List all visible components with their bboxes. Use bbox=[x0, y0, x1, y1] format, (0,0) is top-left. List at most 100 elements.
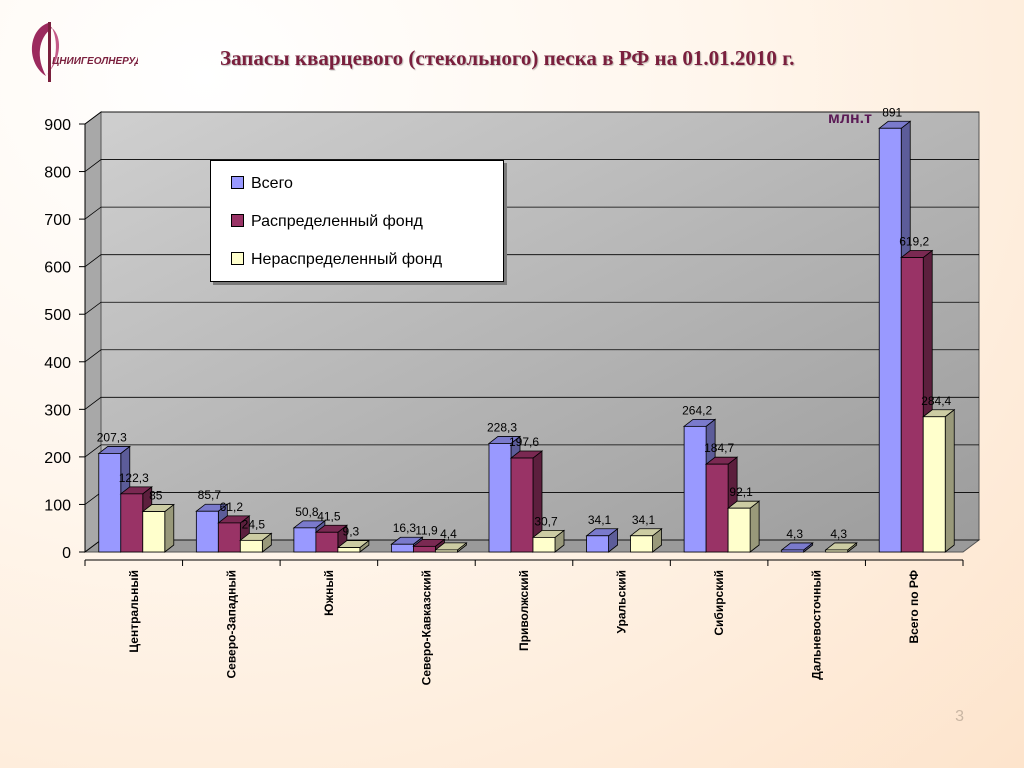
data-label: 34,1 bbox=[632, 513, 656, 527]
data-label: 228,3 bbox=[487, 420, 517, 434]
y-tick-label: 0 bbox=[62, 545, 71, 562]
bar-front bbox=[922, 416, 946, 553]
x-category-label: Центральный bbox=[127, 570, 141, 653]
bar-front bbox=[98, 453, 122, 553]
legend: Всего Распределенный фонд Нераспределенн… bbox=[210, 160, 504, 282]
gridline bbox=[84, 159, 979, 172]
bar-side bbox=[944, 408, 955, 553]
data-label: 207,3 bbox=[97, 430, 127, 444]
bar-front bbox=[630, 535, 653, 553]
y-axis: 0 100 200 300 400 500 600 700 800 900 bbox=[44, 117, 86, 562]
data-label: 85 bbox=[149, 489, 163, 503]
company-logo: ЦНИИГЕОЛНЕРУД bbox=[31, 22, 138, 82]
bar bbox=[726, 500, 761, 553]
legend-swatch-total bbox=[231, 176, 244, 189]
data-label: 122,3 bbox=[119, 471, 149, 485]
data-label: 41,5 bbox=[317, 509, 341, 523]
bar bbox=[336, 539, 371, 553]
logo-emblem bbox=[31, 23, 52, 76]
bar bbox=[824, 542, 858, 553]
bar bbox=[922, 408, 956, 553]
data-label: 16,3 bbox=[393, 521, 417, 535]
y-tick-label: 100 bbox=[44, 497, 71, 514]
gridline bbox=[84, 254, 979, 267]
bar-front bbox=[705, 463, 729, 553]
x-category-label: Уральский bbox=[615, 570, 629, 633]
data-label: 197,6 bbox=[509, 435, 539, 449]
bar-side bbox=[749, 500, 760, 553]
gridline bbox=[84, 349, 979, 363]
legend-item-undistributed: Нераспределенный фонд bbox=[231, 251, 442, 269]
data-label: 30,7 bbox=[534, 514, 558, 528]
bar bbox=[509, 450, 544, 553]
data-label: 50,8 bbox=[295, 505, 319, 519]
x-category-label: Дальневосточный bbox=[810, 570, 824, 680]
slide-title: Запасы кварцевого (стекольного) песка в … bbox=[220, 46, 795, 70]
y-tick-label: 600 bbox=[44, 260, 71, 277]
bar-front bbox=[391, 543, 414, 553]
bar-front bbox=[532, 537, 556, 553]
bar-side bbox=[164, 503, 175, 553]
x-axis: Центральный Северо-Западный Южный Северо-Ка… bbox=[84, 559, 964, 685]
bar bbox=[531, 529, 566, 553]
bar-front bbox=[315, 531, 339, 553]
bar bbox=[217, 515, 251, 553]
gridline bbox=[84, 206, 979, 220]
y-tick-label: 800 bbox=[44, 165, 71, 182]
legend-item-distributed: Распределенный фонд bbox=[231, 213, 423, 231]
bar-front bbox=[413, 545, 436, 553]
data-label: 61,2 bbox=[220, 500, 244, 514]
legend-label-distributed: Распределенный фонд bbox=[251, 213, 423, 230]
x-category-label: Всего по РФ bbox=[907, 570, 921, 644]
unit-label: млн.т bbox=[828, 110, 872, 127]
bar-front bbox=[683, 425, 707, 553]
data-label: 891 bbox=[882, 105, 902, 119]
bar-front bbox=[825, 549, 849, 553]
bar bbox=[780, 542, 814, 553]
legend-label-total: Всего bbox=[251, 175, 293, 192]
y-tick-label: 500 bbox=[44, 307, 71, 324]
bar-front bbox=[337, 547, 361, 553]
bar-front bbox=[510, 457, 534, 553]
y-tick-label: 900 bbox=[44, 117, 71, 134]
x-category-label: Приволжский bbox=[517, 570, 531, 651]
data-label: 92,1 bbox=[729, 485, 753, 499]
y-tick-label: 700 bbox=[44, 212, 71, 229]
gridline bbox=[84, 396, 979, 410]
bars bbox=[97, 120, 956, 553]
data-label: 9,3 bbox=[343, 525, 360, 539]
bar-front bbox=[435, 549, 458, 553]
data-label: 4,3 bbox=[786, 527, 803, 541]
legend-swatch-undistributed bbox=[231, 252, 244, 265]
bar-front bbox=[293, 527, 317, 553]
bar-front bbox=[900, 257, 924, 553]
data-label: 4,4 bbox=[440, 527, 457, 541]
data-label: 284,4 bbox=[921, 394, 951, 408]
bar bbox=[434, 542, 468, 553]
data-label: 619,2 bbox=[899, 235, 929, 249]
legend-swatch-distributed bbox=[231, 214, 244, 227]
bar bbox=[585, 527, 619, 553]
x-category-label: Северо-Кавказский bbox=[419, 570, 433, 685]
bar bbox=[141, 503, 175, 553]
data-label: 184,7 bbox=[704, 441, 734, 455]
bar-front bbox=[488, 443, 512, 553]
data-label: 264,2 bbox=[682, 403, 712, 417]
bar-front bbox=[239, 539, 263, 553]
bar-front bbox=[217, 522, 241, 553]
x-category-label: Северо-Западный bbox=[224, 570, 238, 679]
data-label: 85,7 bbox=[198, 488, 222, 502]
bar bbox=[239, 532, 273, 553]
bar-front bbox=[781, 549, 805, 553]
bar-front bbox=[142, 511, 166, 553]
y-tick-label: 200 bbox=[44, 450, 71, 467]
bar-front bbox=[586, 535, 609, 553]
x-category-label: Южный bbox=[322, 570, 336, 616]
data-label: 34,1 bbox=[588, 513, 612, 527]
x-category-label: Сибирский bbox=[712, 570, 726, 636]
data-label: 11,9 bbox=[415, 523, 438, 537]
y-tick-label: 400 bbox=[44, 355, 71, 372]
legend-label-undistributed: Нераспределенный фонд bbox=[251, 251, 443, 268]
